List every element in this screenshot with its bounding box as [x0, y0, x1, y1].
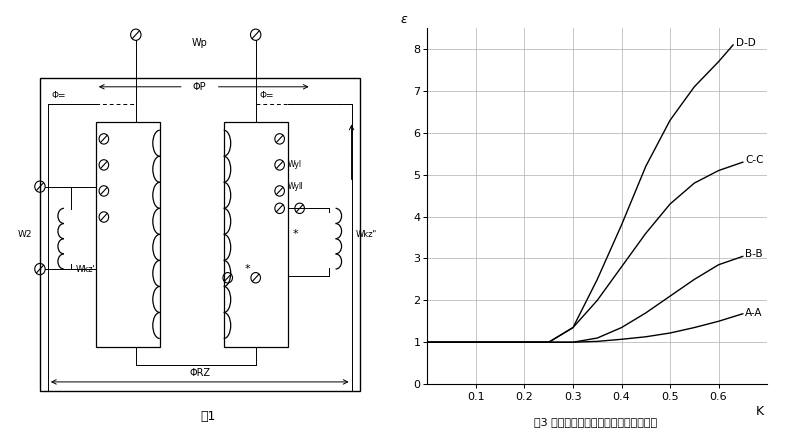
Text: Φ=: Φ= [260, 91, 274, 100]
Bar [96, 122, 160, 347]
Text: W2: W2 [18, 230, 32, 239]
Text: B-B: B-B [745, 249, 763, 259]
Text: Wkz": Wkz" [356, 230, 377, 239]
Bar [224, 122, 288, 347]
Text: *: * [244, 264, 251, 274]
Text: Φ=: Φ= [52, 91, 66, 100]
Text: C-C: C-C [745, 155, 764, 165]
Text: *: * [292, 229, 299, 240]
Text: WyⅠ: WyⅠ [288, 161, 302, 169]
Text: ΦRZ: ΦRZ [189, 368, 210, 378]
Bar [40, 78, 360, 391]
Text: A-A: A-A [745, 308, 763, 318]
Text: Wkz': Wkz' [76, 265, 96, 273]
Text: D-D: D-D [737, 38, 756, 48]
Text: ΦP: ΦP [193, 82, 207, 92]
Text: Wp: Wp [192, 38, 208, 49]
Text: 图3 直流助磁特性曲线（该图仅供参考）: 图3 直流助磁特性曲线（该图仅供参考） [534, 418, 657, 427]
Text: ε: ε [401, 13, 407, 26]
Text: 图1: 图1 [200, 410, 216, 423]
Text: K: K [756, 405, 764, 418]
Text: WyⅡ: WyⅡ [288, 182, 304, 191]
